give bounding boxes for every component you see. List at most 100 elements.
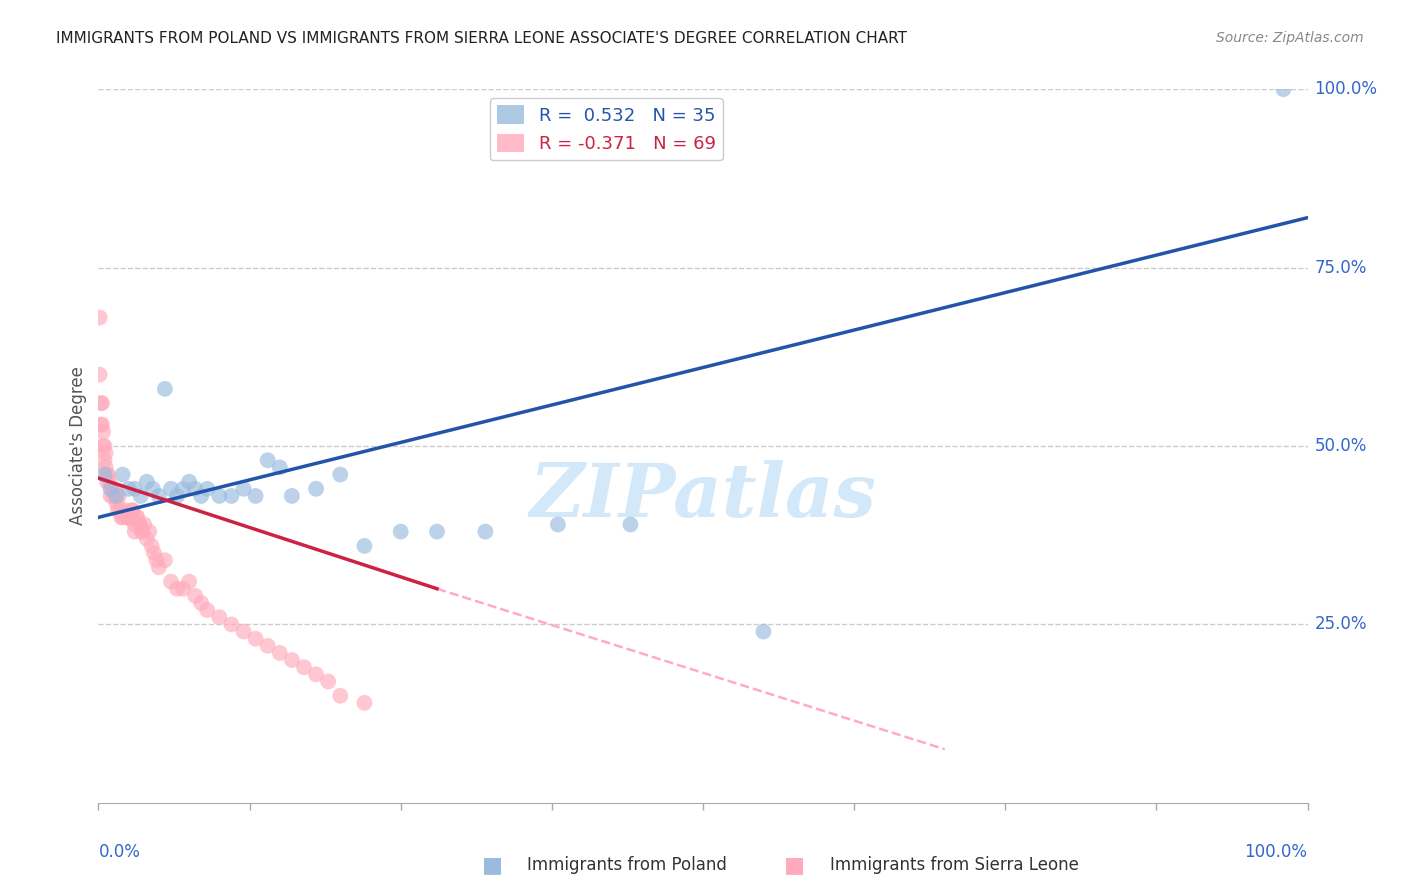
- Point: [316, 674, 339, 689]
- Point: [141, 539, 163, 553]
- Point: [121, 503, 143, 517]
- Point: [127, 510, 149, 524]
- Point: [90, 396, 112, 410]
- Point: [121, 503, 143, 517]
- Point: [111, 467, 134, 482]
- Point: [89, 368, 111, 382]
- Text: 100.0%: 100.0%: [1315, 80, 1378, 98]
- Point: [172, 482, 194, 496]
- Text: Immigrants from Poland: Immigrants from Poland: [527, 856, 727, 874]
- Point: [232, 624, 254, 639]
- Y-axis label: Associate's Degree: Associate's Degree: [69, 367, 87, 525]
- Point: [108, 503, 131, 517]
- Point: [111, 510, 134, 524]
- Point: [232, 482, 254, 496]
- Point: [91, 417, 114, 432]
- Text: 25.0%: 25.0%: [1315, 615, 1367, 633]
- Point: [166, 489, 188, 503]
- Point: [269, 460, 291, 475]
- Point: [134, 517, 156, 532]
- Point: [305, 482, 328, 496]
- Text: ■: ■: [785, 855, 804, 875]
- Point: [353, 539, 375, 553]
- Point: [195, 603, 218, 617]
- Point: [160, 482, 183, 496]
- Point: [97, 467, 120, 482]
- Point: [127, 510, 149, 524]
- Point: [184, 589, 207, 603]
- Text: Immigrants from Sierra Leone: Immigrants from Sierra Leone: [830, 856, 1078, 874]
- Point: [184, 482, 207, 496]
- Point: [118, 482, 141, 496]
- Point: [281, 489, 304, 503]
- Point: [135, 532, 157, 546]
- Point: [153, 382, 176, 396]
- Point: [93, 453, 115, 467]
- Point: [89, 310, 111, 325]
- Point: [124, 482, 146, 496]
- Point: [118, 510, 141, 524]
- Point: [329, 467, 352, 482]
- Point: [752, 624, 775, 639]
- Point: [305, 667, 328, 681]
- Point: [292, 660, 315, 674]
- Text: ■: ■: [482, 855, 502, 875]
- Point: [389, 524, 412, 539]
- Point: [135, 475, 157, 489]
- Point: [160, 574, 183, 589]
- Point: [128, 517, 150, 532]
- Point: [153, 553, 176, 567]
- Point: [131, 524, 153, 539]
- Point: [172, 582, 194, 596]
- Legend: R =  0.532   N = 35, R = -0.371   N = 69: R = 0.532 N = 35, R = -0.371 N = 69: [489, 98, 723, 161]
- Point: [547, 517, 569, 532]
- Point: [256, 639, 278, 653]
- Point: [195, 482, 218, 496]
- Point: [148, 489, 170, 503]
- Point: [91, 425, 114, 439]
- Point: [474, 524, 496, 539]
- Point: [96, 475, 118, 489]
- Point: [91, 439, 114, 453]
- Point: [353, 696, 375, 710]
- Point: [124, 517, 146, 532]
- Point: [145, 553, 167, 567]
- Point: [208, 610, 231, 624]
- Point: [103, 482, 125, 496]
- Point: [94, 460, 117, 475]
- Point: [117, 510, 139, 524]
- Point: [221, 617, 243, 632]
- Point: [105, 496, 128, 510]
- Point: [96, 467, 118, 482]
- Point: [104, 489, 127, 503]
- Text: Source: ZipAtlas.com: Source: ZipAtlas.com: [1216, 31, 1364, 45]
- Point: [619, 517, 641, 532]
- Point: [281, 653, 304, 667]
- Point: [117, 510, 139, 524]
- Text: ZIPatlas: ZIPatlas: [530, 459, 876, 533]
- Point: [143, 546, 166, 560]
- Point: [329, 689, 352, 703]
- Point: [190, 489, 212, 503]
- Point: [100, 482, 122, 496]
- Point: [177, 475, 201, 489]
- Point: [245, 489, 267, 503]
- Point: [94, 446, 117, 460]
- Point: [100, 489, 122, 503]
- Point: [129, 489, 152, 503]
- Point: [91, 396, 114, 410]
- Text: 75.0%: 75.0%: [1315, 259, 1367, 277]
- Point: [105, 489, 128, 503]
- Point: [90, 417, 112, 432]
- Point: [142, 482, 165, 496]
- Point: [177, 574, 201, 589]
- Point: [208, 489, 231, 503]
- Text: 0.0%: 0.0%: [98, 843, 141, 861]
- Point: [269, 646, 291, 660]
- Point: [110, 510, 132, 524]
- Point: [118, 510, 141, 524]
- Point: [245, 632, 267, 646]
- Point: [107, 503, 129, 517]
- Point: [221, 489, 243, 503]
- Point: [124, 524, 146, 539]
